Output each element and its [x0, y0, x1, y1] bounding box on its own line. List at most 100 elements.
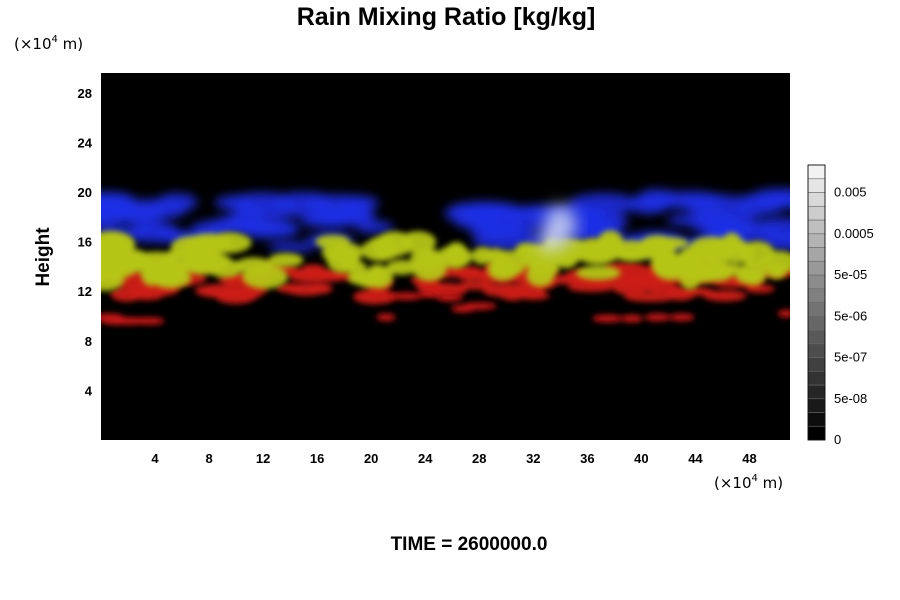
field-cell [592, 314, 624, 323]
rain-field [101, 188, 790, 325]
field-cell [777, 309, 790, 318]
field-cell [666, 213, 738, 227]
field-cell [361, 289, 390, 298]
y-axis-label: Height [33, 227, 54, 287]
field-cell [376, 313, 396, 322]
field-cell [326, 245, 359, 274]
x-tick-label: 24 [418, 451, 433, 466]
colorbar-label: 5e-07 [834, 350, 867, 365]
field-cell [487, 258, 519, 281]
y-tick-label: 12 [78, 284, 92, 299]
colorbar-level [807, 384, 826, 400]
x-unit-exponent: 4 [752, 473, 758, 484]
colorbar-level [807, 178, 826, 193]
field-cell [228, 192, 296, 212]
x-tick-label: 12 [256, 451, 270, 466]
colorbar-frame [807, 164, 826, 441]
colorbar-level [807, 247, 826, 262]
y-unit-prefix: (×10 [14, 35, 52, 53]
x-tick-label: 40 [634, 451, 648, 466]
field-cell [101, 211, 145, 224]
field-cell [454, 266, 484, 281]
x-tick-label: 20 [364, 451, 378, 466]
y-tick-label: 28 [78, 86, 92, 101]
field-cell [289, 273, 336, 283]
x-unit-label: (×104 m) [714, 473, 783, 492]
field-cell [669, 313, 695, 322]
colorbar-level [807, 288, 826, 303]
field-cell [436, 245, 472, 269]
field-cell [567, 282, 616, 293]
field-cell [469, 222, 522, 239]
x-tick-label: 44 [688, 451, 703, 466]
field-cell [206, 232, 252, 254]
y-unit-exponent: 4 [52, 34, 58, 45]
field-cell [703, 241, 724, 262]
field-cell [537, 262, 560, 276]
x-axis-ticks: 4 8 12 16 20 24 28 32 36 40 44 48 [151, 451, 756, 466]
field-cell [766, 263, 787, 279]
field-cell [664, 287, 696, 301]
field-cell [460, 203, 524, 221]
field-cell [620, 314, 644, 323]
time-footer: TIME = 2600000.0 [391, 534, 548, 555]
x-tick-label: 4 [151, 451, 159, 466]
field-cell [306, 282, 333, 294]
y-tick-label: 16 [78, 235, 92, 250]
field-cell [471, 246, 494, 265]
field-cell [575, 265, 621, 281]
field-cell [457, 280, 496, 290]
field-cell [184, 238, 211, 257]
field-cell [611, 247, 658, 261]
field-cell [367, 264, 388, 280]
field-cell [347, 270, 370, 285]
field-cell [703, 290, 747, 302]
colorbar-level [807, 425, 826, 441]
colorbar-label: 5e-06 [834, 308, 867, 323]
field-cell [399, 231, 437, 254]
colorbar-label: 0.0005 [834, 226, 874, 241]
y-tick-label: 20 [78, 185, 92, 200]
field-cell [123, 225, 186, 243]
field-cell [304, 194, 370, 214]
field-cell [101, 230, 134, 256]
field-cell [149, 261, 188, 279]
x-tick-label: 48 [742, 451, 756, 466]
field-cell [370, 235, 398, 249]
x-tick-label: 8 [205, 451, 212, 466]
field-cell [415, 279, 443, 293]
field-cell [754, 217, 790, 237]
field-cell [656, 191, 725, 210]
colorbar-level [807, 357, 826, 372]
y-tick-label: 8 [85, 334, 92, 349]
field-cell [418, 289, 437, 298]
colorbar-level [807, 343, 826, 358]
field-cell [740, 260, 767, 286]
field-cell [276, 283, 304, 293]
x-tick-label: 16 [310, 451, 324, 466]
colorbar-label: 5e-05 [834, 267, 867, 282]
field-plume [537, 205, 577, 252]
y-unit-suffix: m) [58, 35, 83, 53]
colorbar-level [807, 329, 826, 345]
field-cell [624, 292, 676, 302]
colorbar-level [807, 370, 826, 386]
field-cell [735, 193, 786, 205]
field-cell [436, 293, 463, 302]
colorbar-label: 5e-08 [834, 391, 867, 406]
field-cell [119, 249, 150, 273]
field-cell [310, 209, 376, 225]
field-cell [644, 313, 671, 322]
y-tick-label: 24 [78, 135, 93, 150]
x-unit-suffix: m) [758, 474, 783, 492]
field-cell [315, 234, 351, 249]
colorbar-label: 0 [834, 432, 841, 447]
colorbar-label: 0.005 [834, 185, 867, 200]
field-cell [242, 265, 288, 289]
field-cell [355, 220, 394, 234]
chart-title: Rain Mixing Ratio [kg/kg] [297, 3, 596, 31]
field-cell [517, 291, 550, 300]
field-cell [134, 316, 165, 325]
x-tick-label: 36 [580, 451, 594, 466]
colorbar-level [807, 205, 826, 221]
